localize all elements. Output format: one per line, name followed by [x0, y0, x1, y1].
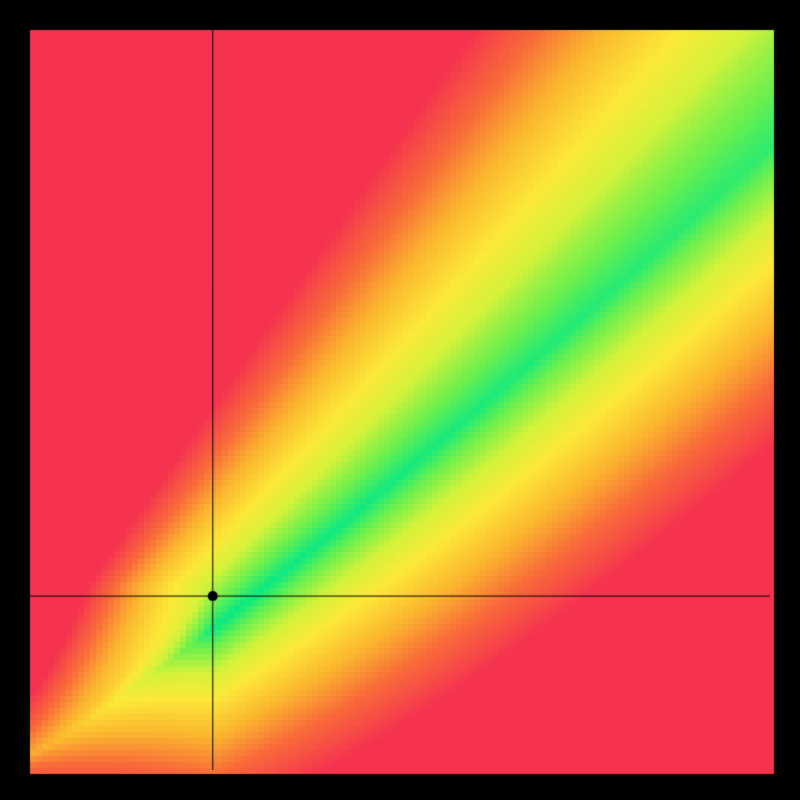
- bottleneck-heatmap-canvas: [0, 0, 800, 800]
- watermark-text: TheBottleneck.com: [614, 4, 780, 26]
